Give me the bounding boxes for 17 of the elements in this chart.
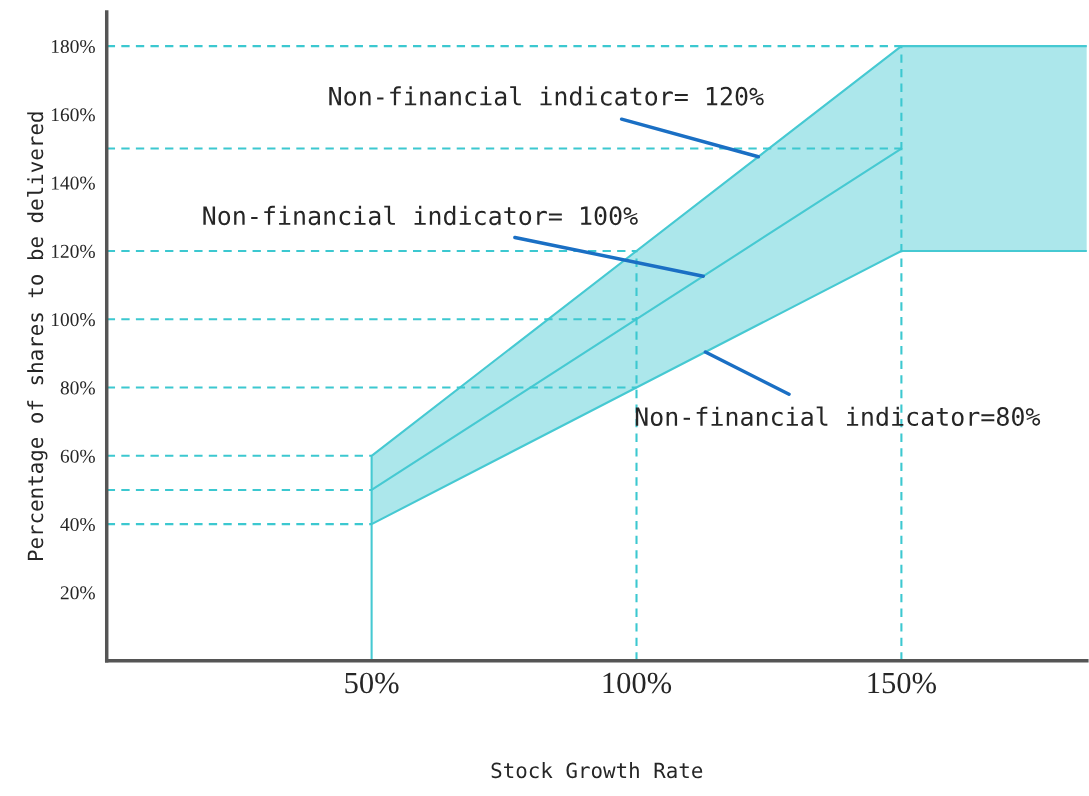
- y-tick-label: 60%: [60, 449, 95, 463]
- y-tick-label: 80%: [60, 381, 95, 395]
- y-tick-label: 120%: [51, 244, 95, 258]
- y-tick-label: 140%: [51, 176, 95, 190]
- y-axis-title: Percentage of shares to be delivered: [27, 112, 48, 561]
- y-tick-label: 160%: [51, 108, 95, 122]
- y-tick-label: 20%: [60, 586, 95, 600]
- annotation: Non-financial indicator= 100%: [203, 205, 638, 226]
- x-tick-label: 100%: [603, 672, 672, 694]
- x-axis-title: Stock Growth Rate: [491, 762, 703, 779]
- y-tick-label: 40%: [60, 517, 95, 532]
- x-tick-label: 150%: [868, 672, 936, 694]
- y-tick-label: 100%: [51, 313, 95, 327]
- x-tick-label: 50%: [345, 672, 399, 694]
- annotation: Non-financial indicator= 120%: [329, 86, 764, 106]
- y-tick-label: 180%: [51, 39, 95, 54]
- annotation: Non-financial indicator=80%: [635, 406, 1041, 426]
